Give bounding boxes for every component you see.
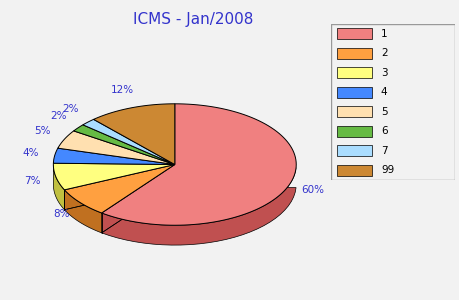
Text: 2%: 2% xyxy=(50,111,67,122)
Text: ICMS - Jan/2008: ICMS - Jan/2008 xyxy=(133,12,253,27)
Bar xyxy=(336,67,371,78)
Bar xyxy=(336,28,371,39)
Text: 1: 1 xyxy=(380,29,386,39)
Text: 7: 7 xyxy=(380,146,386,156)
Polygon shape xyxy=(53,163,174,190)
Text: 8%: 8% xyxy=(53,209,69,219)
Bar xyxy=(336,145,371,156)
Bar xyxy=(336,48,371,59)
Text: 60%: 60% xyxy=(301,185,324,195)
Bar xyxy=(336,106,371,117)
Polygon shape xyxy=(73,125,174,164)
Text: 3: 3 xyxy=(380,68,386,78)
Polygon shape xyxy=(64,164,174,233)
Polygon shape xyxy=(83,119,174,164)
Text: 5%: 5% xyxy=(34,126,50,136)
Text: 5: 5 xyxy=(380,107,386,117)
Bar xyxy=(336,87,371,98)
Text: 2: 2 xyxy=(380,48,386,58)
Polygon shape xyxy=(53,148,174,164)
Polygon shape xyxy=(53,165,64,210)
Polygon shape xyxy=(101,164,296,245)
Text: 6: 6 xyxy=(380,126,386,136)
Bar xyxy=(336,126,371,137)
Bar xyxy=(336,165,371,176)
Polygon shape xyxy=(93,104,174,164)
Text: 7%: 7% xyxy=(24,176,40,186)
Text: 4: 4 xyxy=(380,87,386,97)
Polygon shape xyxy=(58,131,174,164)
Polygon shape xyxy=(64,164,174,213)
Text: 12%: 12% xyxy=(111,85,134,95)
Text: 4%: 4% xyxy=(22,148,39,158)
Polygon shape xyxy=(101,104,296,225)
Text: 99: 99 xyxy=(380,165,393,175)
Text: 2%: 2% xyxy=(62,104,79,114)
